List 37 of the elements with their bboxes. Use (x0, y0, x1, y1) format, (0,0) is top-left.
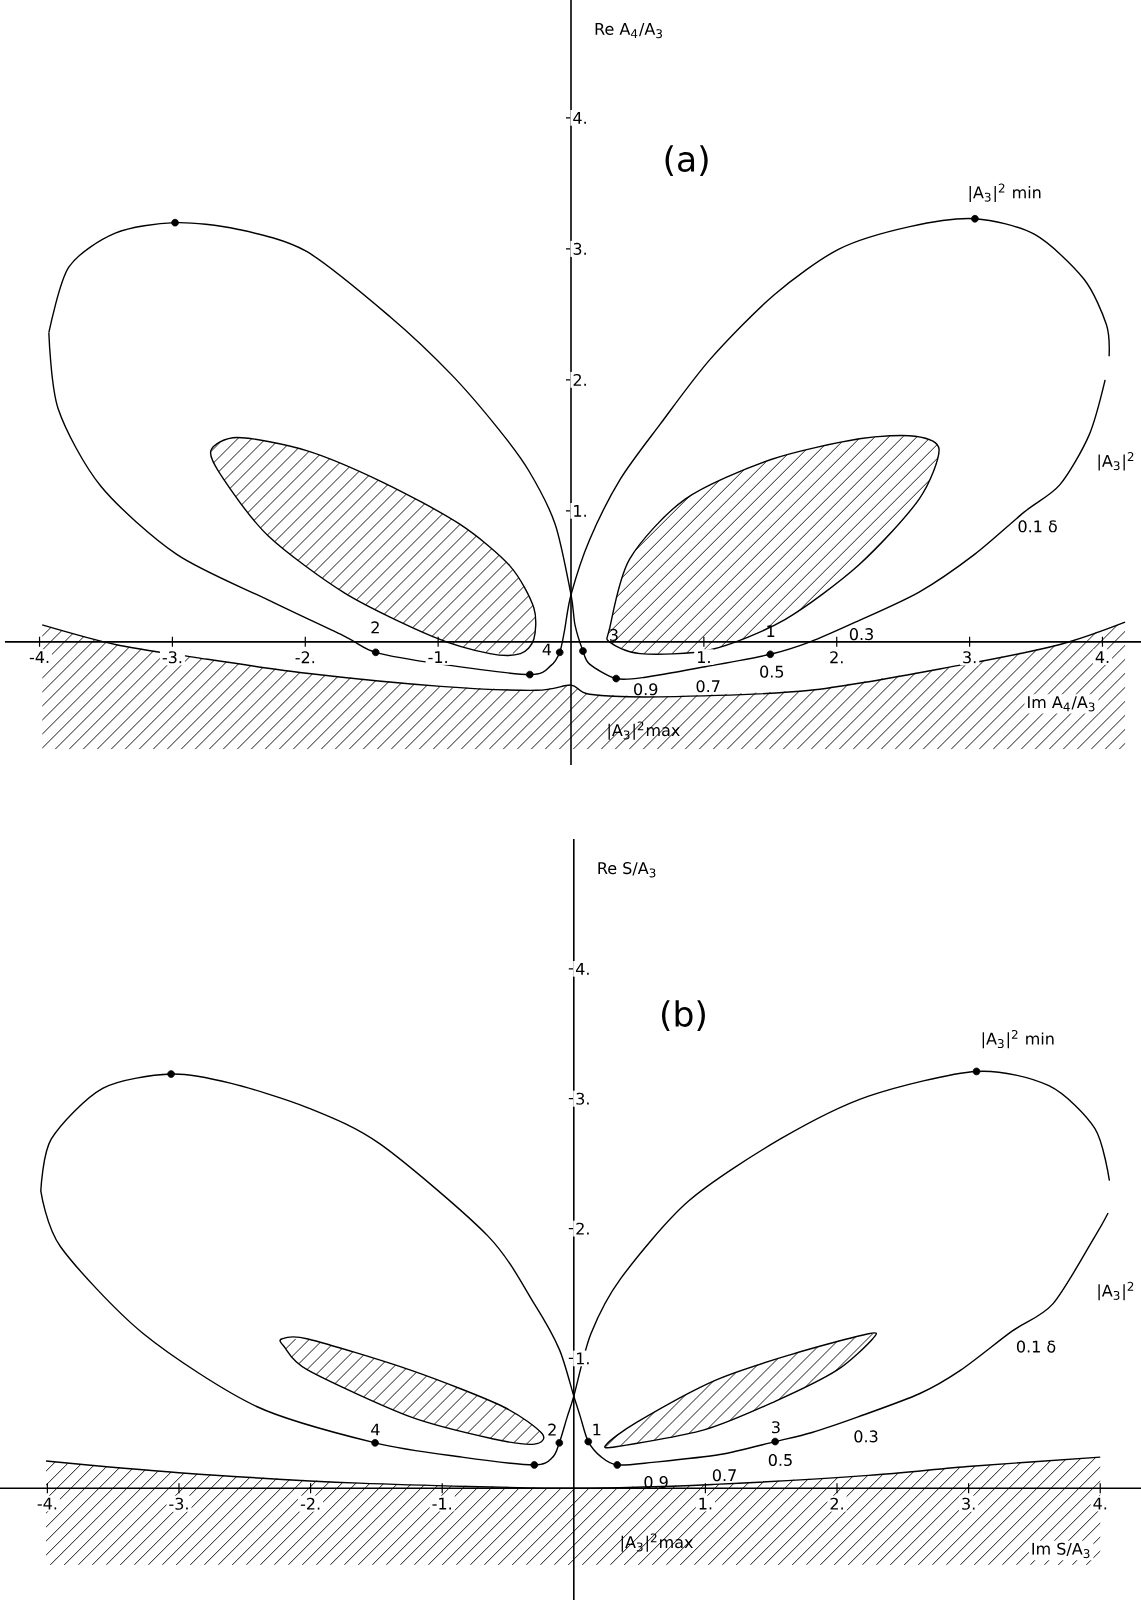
annotation: |A$_{3}$|$^{2}$ (1098, 452, 1134, 471)
annotation: (a) (665, 145, 708, 177)
y-tick-label: 3. (573, 242, 586, 255)
y-tick-label: 3. (576, 1092, 589, 1105)
x-tick-label: 3. (963, 651, 976, 664)
y-tick-label: 4. (575, 963, 589, 975)
x-tick-label: -4. (29, 651, 49, 663)
y-tick-label: 4. (573, 112, 586, 124)
x-tick-label: -3. (162, 651, 182, 664)
annotation: (b) (661, 1000, 705, 1031)
x-tick-label: -2. (300, 1497, 320, 1510)
x-tick-label: -3. (169, 1497, 188, 1510)
y-tick-label: 2. (573, 373, 586, 386)
annotation: 0.5 (768, 1453, 792, 1467)
y-tick-label: 1. (576, 1352, 589, 1365)
x-tick-label: 4. (1093, 1497, 1107, 1510)
y-tick-label: 1. (574, 505, 586, 517)
x-axis-title: Im S/A$_{3}$ (1032, 1542, 1090, 1559)
y-tick-label: 2. (576, 1222, 589, 1235)
annotation: 0.1 δ (1016, 1340, 1056, 1353)
x-tick-label: 3. (962, 1497, 975, 1510)
x-tick-label: 1. (699, 1497, 712, 1510)
y-axis-title: Re A$_{4}$/A$_{3}$ (595, 23, 662, 39)
annotation: 2 (548, 1423, 556, 1436)
x-tick-label: -4. (37, 1497, 57, 1510)
y-axis-title: Re S/A$_{3}$ (598, 862, 656, 878)
annotation: |A$_{3}$|$^{2}$ (1098, 1281, 1134, 1301)
x-tick-label: 2. (830, 1497, 843, 1510)
x-tick-label: -1. (428, 651, 447, 663)
annotation: 1 (593, 1423, 601, 1436)
annotation: |A$_{3}$|$^{2}$ min (982, 1029, 1054, 1049)
annotation: |A$_{3}$|$^{2}$ min (969, 183, 1041, 202)
x-tick-label: -1. (432, 1497, 451, 1510)
annotation: 0.7 (712, 1469, 736, 1482)
x-tick-label: 4. (1095, 651, 1109, 663)
x-axis-title: Im A$_{4}$/A$_{3}$ (1028, 696, 1095, 712)
annotation: 0.1 δ (1018, 520, 1057, 533)
